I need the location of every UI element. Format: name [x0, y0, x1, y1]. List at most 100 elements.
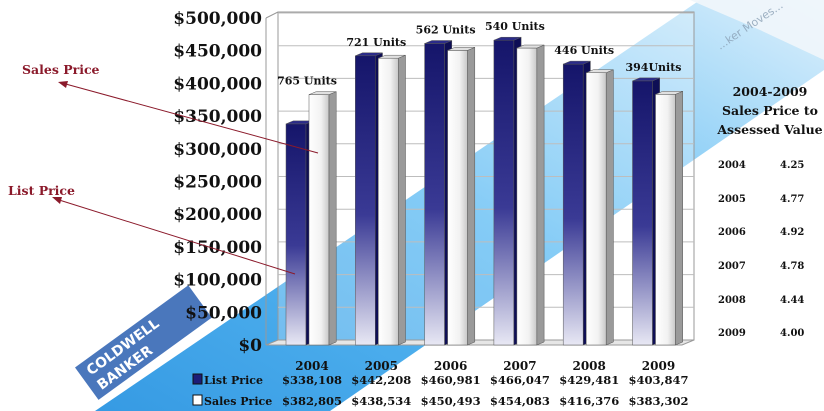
y-tick-label: $300,000: [173, 140, 262, 160]
ratio-year: 2008: [718, 294, 746, 306]
bar-sales-price-side: [328, 91, 337, 346]
y-tick-label: $0: [238, 336, 262, 356]
bar-list-price-top: [424, 40, 452, 44]
bar-sales-price-front: [308, 94, 330, 346]
bar-sales-price-top: [378, 54, 406, 59]
x-tick-label: 2006: [434, 359, 467, 373]
data-table-value: $383,302: [628, 394, 688, 408]
ratio-value: 4.44: [780, 294, 805, 306]
bar-list-price-top: [632, 77, 660, 82]
unit-labels: 765 Units 721 Units 562 Units 540 Units 446 …: [277, 20, 681, 87]
bar-list-price-front: [285, 123, 307, 346]
bar-sales-price-side: [605, 69, 614, 346]
y-tick-label: $250,000: [173, 173, 262, 193]
ratio-year: 2004: [718, 160, 746, 172]
data-table-value: $450,493: [421, 394, 481, 408]
ratio-row: 2005 4.77: [708, 183, 824, 217]
ratio-row: 2009 4.00: [708, 317, 824, 351]
bar-list-price-front: [493, 39, 515, 346]
arrow-list-price: [55, 198, 296, 275]
unit-label: 394Units: [625, 61, 681, 74]
label-sales-price: Sales Price: [22, 62, 100, 77]
unit-label: 765 Units: [277, 75, 337, 88]
bar-sales-price-front: [585, 72, 607, 346]
x-tick-label: 2009: [642, 359, 675, 373]
data-table-value: $442,208: [351, 373, 411, 387]
ratio-year: 2009: [718, 328, 746, 340]
band-tail: [690, 0, 824, 60]
data-table-value: $466,047: [490, 373, 550, 387]
ratio-table: 2004-2009 Sales Price to Assessed Value …: [708, 82, 824, 351]
bar-list-price-front: [424, 43, 445, 346]
annotation-sales-price: Sales Price: [22, 62, 319, 154]
bar-sales-price-side: [536, 44, 545, 346]
bar-sales-price: [447, 47, 476, 346]
ratio-year: 2005: [718, 193, 746, 205]
y-tick-label: $500,000: [173, 9, 262, 29]
y-tick-label: $400,000: [173, 74, 262, 94]
x-tick-label: 2005: [365, 359, 398, 373]
gridlines: [278, 12, 694, 308]
bar-sales-price-side: [467, 47, 476, 346]
x-tick-label: 2008: [572, 359, 605, 373]
bar-sales-price-top: [586, 69, 614, 73]
unit-label: 562 Units: [416, 24, 476, 37]
ratio-row: 2008 4.44: [708, 283, 824, 317]
bar-sales-price-top: [447, 47, 475, 51]
y-tick-label: $100,000: [173, 271, 262, 291]
unit-label: 540 Units: [485, 20, 545, 33]
bar-list-price-top: [563, 60, 591, 65]
ratio-value: 4.25: [780, 160, 805, 172]
bar-list-price-front: [632, 80, 653, 346]
data-table-value: $416,376: [559, 394, 619, 408]
bar-sales-price: [378, 54, 406, 346]
bar-sales-price-top: [516, 44, 545, 49]
ratio-row: 2006 4.92: [708, 216, 824, 250]
y-axis-ticks: $0 $50,000 $100,000 $150,000 $200,000 $250,00…: [173, 9, 262, 356]
ratio-title-line-3: Assessed Value: [717, 122, 823, 137]
x-tick-label: 2007: [503, 359, 536, 373]
bar-sales-price-front: [378, 57, 399, 346]
x-axis-labels: 2004 2005 2006 2007 2008 2009: [295, 359, 675, 373]
arrowhead-list-price: [52, 197, 62, 204]
data-table-value: $403,847: [628, 373, 688, 387]
legend-key-list-price: [192, 373, 203, 385]
data-table-value: $429,481: [559, 373, 619, 387]
data-table: List Price $338,108 $442,208 $460,981 $466,0…: [192, 373, 689, 408]
bar-list-price-top: [355, 52, 383, 57]
y-tick-label: $450,000: [173, 42, 262, 62]
bar-sales-price-front: [516, 47, 538, 346]
data-table-value: $338,108: [282, 373, 342, 387]
y-tick-label: $200,000: [173, 205, 262, 225]
ratio-title-line-1: 2004-2009: [732, 84, 808, 99]
data-table-value: $382,805: [282, 394, 342, 408]
ratio-row: 2007 4.78: [708, 250, 824, 284]
x-tick-label: 2004: [295, 359, 328, 373]
bar-sales-price: [308, 91, 337, 346]
y-axis-depth: [265, 11, 279, 19]
bar-list-price-front: [562, 63, 584, 346]
bar-sales-price-top: [308, 91, 337, 95]
data-table-value: $460,981: [421, 373, 481, 387]
ratio-title-line-2: Sales Price to: [722, 103, 818, 118]
bar-sales-price-front: [447, 50, 468, 346]
bars: [285, 36, 683, 346]
ratio-table-title: 2004-2009 Sales Price to Assessed Value: [712, 82, 824, 139]
unit-label: 446 Units: [554, 44, 614, 57]
bar-sales-price-front: [655, 94, 676, 346]
bar-sales-price: [516, 44, 545, 346]
legend-key-sales-price: [192, 394, 203, 406]
label-list-price: List Price: [8, 183, 75, 198]
data-table-value: $454,083: [490, 394, 550, 408]
legend-label-list-price: List Price: [204, 374, 263, 387]
arrow-sales-price: [61, 82, 319, 154]
ratio-value: 4.92: [780, 227, 805, 239]
ratio-value: 4.77: [780, 193, 805, 205]
ratio-row: 2004 4.25: [708, 149, 824, 183]
y-tick-label: $150,000: [173, 238, 262, 258]
ratio-value: 4.78: [780, 261, 805, 273]
legend-label-sales-price: Sales Price: [204, 395, 272, 408]
y-tick-label: $50,000: [185, 303, 262, 323]
data-table-value: $438,534: [351, 394, 411, 408]
